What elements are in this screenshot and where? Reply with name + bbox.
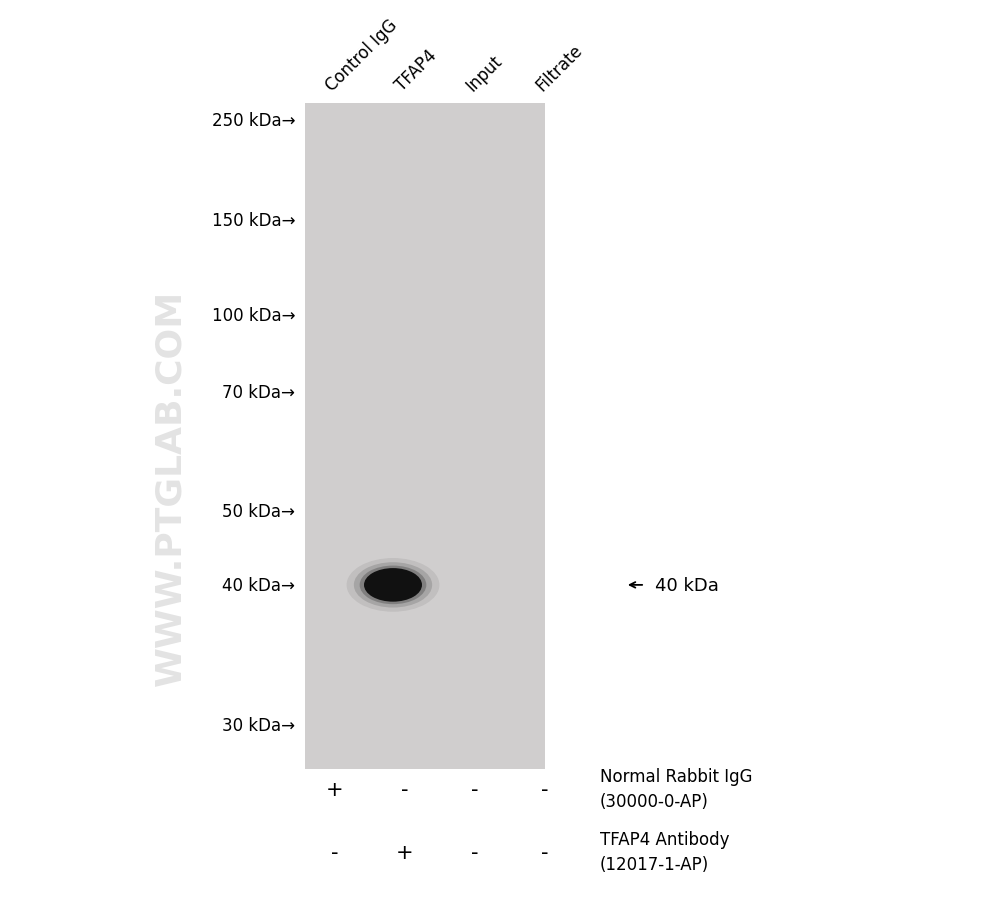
Text: Control IgG: Control IgG: [322, 16, 401, 95]
Text: -: -: [331, 842, 339, 861]
Text: Normal Rabbit IgG
(30000-0-AP): Normal Rabbit IgG (30000-0-AP): [600, 768, 753, 811]
Text: 40 kDa: 40 kDa: [655, 576, 719, 594]
Text: +: +: [396, 842, 414, 861]
Text: WWW.PTGLAB.COM: WWW.PTGLAB.COM: [153, 290, 187, 686]
Text: -: -: [401, 779, 409, 799]
Ellipse shape: [354, 563, 432, 608]
Text: 50 kDa→: 50 kDa→: [222, 502, 295, 520]
Text: 70 kDa→: 70 kDa→: [222, 384, 295, 402]
Text: Filtrate: Filtrate: [532, 41, 586, 95]
Text: 30 kDa→: 30 kDa→: [222, 716, 295, 734]
Ellipse shape: [347, 558, 439, 612]
Text: 100 kDa→: 100 kDa→: [212, 307, 295, 324]
Ellipse shape: [364, 568, 422, 602]
Ellipse shape: [360, 566, 426, 604]
Text: TFAP4 Antibody
(12017-1-AP): TFAP4 Antibody (12017-1-AP): [600, 830, 730, 873]
Bar: [305, 104, 545, 769]
Text: -: -: [541, 779, 549, 799]
Text: -: -: [471, 842, 479, 861]
Text: 150 kDa→: 150 kDa→: [212, 212, 295, 230]
Text: Input: Input: [462, 51, 505, 95]
Text: +: +: [326, 779, 344, 799]
Text: -: -: [541, 842, 549, 861]
Text: 250 kDa→: 250 kDa→: [212, 112, 295, 130]
Text: TFAP4: TFAP4: [392, 46, 441, 95]
Text: -: -: [471, 779, 479, 799]
Text: 40 kDa→: 40 kDa→: [222, 576, 295, 594]
